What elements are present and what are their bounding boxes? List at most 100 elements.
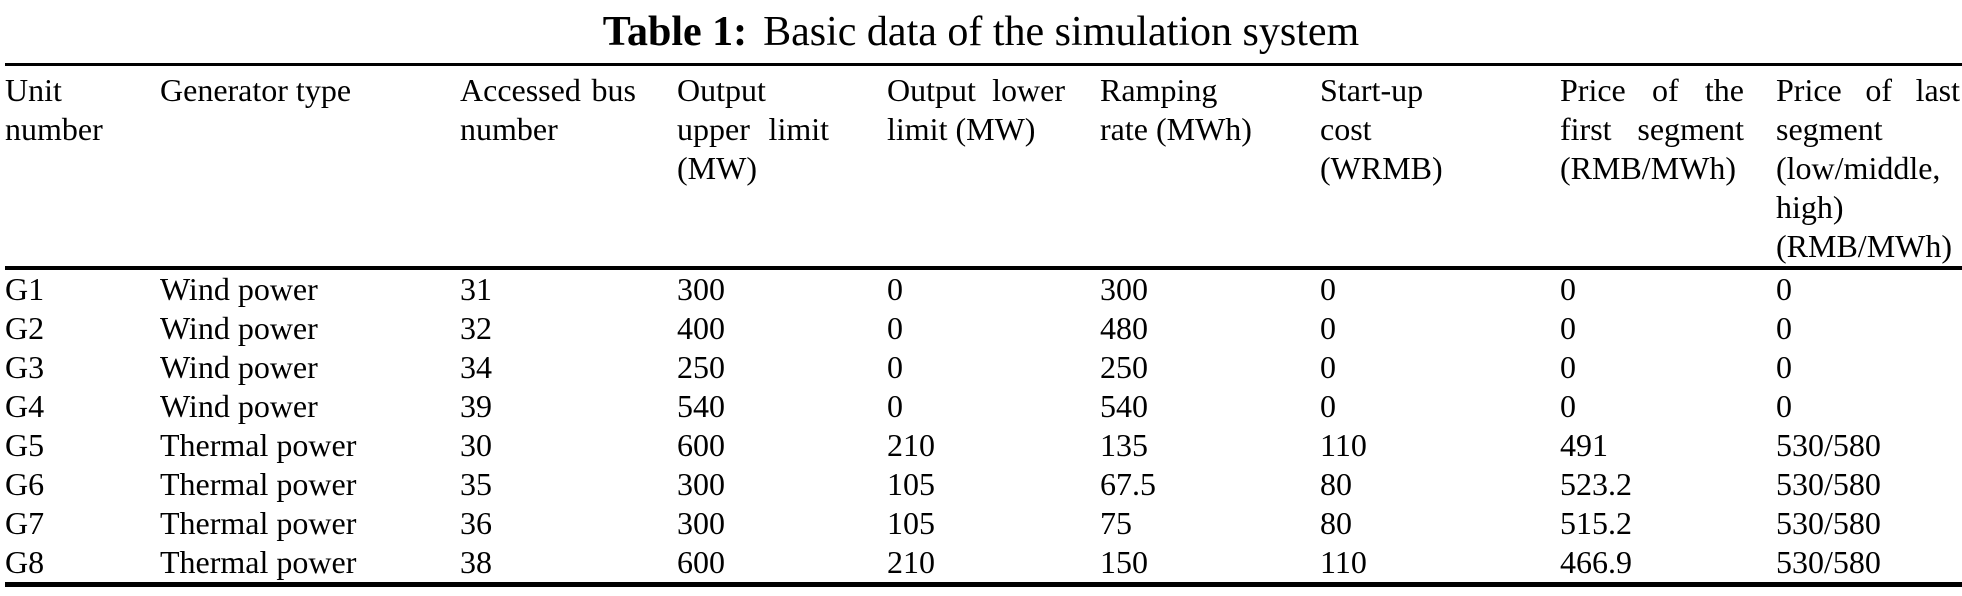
col-header-line: high) [1776, 189, 1844, 225]
cell-G8-generator-type: Thermal power [160, 544, 357, 580]
cell-G5-price-first-segment: 491 [1560, 427, 1608, 463]
col-header-unit-number: Unit number [5, 64, 160, 270]
cell-G6-generator-type: Thermal power [160, 466, 357, 502]
cell-G7-accessed-bus: 36 [460, 505, 492, 541]
table-row-G6: G6 Thermal power 35 300 105 67.5 80 523.2 530/58… [5, 465, 1962, 504]
table-row-G5: G5 Thermal power 30 600 210 135 110 491 530/580 [5, 426, 1962, 465]
cell-G4-unit-number: G4 [5, 388, 45, 424]
col-header-line: Output [677, 72, 766, 108]
col-header-price-last-segment: Price of last segment (low/middle, high) (RM… [1776, 64, 1962, 270]
cell-G7-price-first-segment: 515.2 [1560, 505, 1632, 541]
cell-G7-output-upper-limit: 300 [677, 505, 725, 541]
cell-G5-output-lower-limit: 210 [887, 427, 935, 463]
cell-G4-generator-type: Wind power [160, 388, 318, 424]
col-header-line: upper limit [677, 111, 829, 147]
cell-G8-ramping-rate: 150 [1100, 544, 1148, 580]
cell-G3-unit-number: G3 [5, 349, 45, 385]
cell-G6-startup-cost: 80 [1320, 466, 1352, 502]
cell-G2-ramping-rate: 480 [1100, 310, 1148, 346]
col-header-line: limit (MW) [887, 111, 1036, 147]
col-header-line: first segment [1560, 111, 1744, 147]
cell-G8-price-last-segment: 530/580 [1776, 544, 1881, 580]
col-header-line: Output lower [887, 72, 1065, 108]
cell-G6-output-upper-limit: 300 [677, 466, 725, 502]
cell-G3-output-upper-limit: 250 [677, 349, 725, 385]
cell-G1-unit-number: G1 [5, 271, 45, 307]
cell-G1-generator-type: Wind power [160, 271, 318, 307]
col-header-line: Unit [5, 72, 62, 108]
cell-G8-price-first-segment: 466.9 [1560, 544, 1632, 580]
table-row-G1: G1 Wind power 31 300 0 300 0 0 0 [5, 268, 1962, 309]
col-header-line: number [5, 111, 103, 147]
cell-G6-accessed-bus: 35 [460, 466, 492, 502]
cell-G7-startup-cost: 80 [1320, 505, 1352, 541]
cell-G6-price-first-segment: 523.2 [1560, 466, 1632, 502]
cell-G5-startup-cost: 110 [1320, 427, 1367, 463]
table-row-G8: G8 Thermal power 38 600 210 150 110 466.9 530/58… [5, 543, 1962, 585]
cell-G5-accessed-bus: 30 [460, 427, 492, 463]
col-header-line: number [460, 111, 558, 147]
cell-G3-output-lower-limit: 0 [887, 349, 903, 385]
cell-G1-output-upper-limit: 300 [677, 271, 725, 307]
cell-G3-startup-cost: 0 [1320, 349, 1336, 385]
cell-G2-accessed-bus: 32 [460, 310, 492, 346]
cell-G7-unit-number: G7 [5, 505, 45, 541]
cell-G4-price-first-segment: 0 [1560, 388, 1576, 424]
cell-G8-output-lower-limit: 210 [887, 544, 935, 580]
cell-G2-price-last-segment: 0 [1776, 310, 1792, 346]
cell-G1-startup-cost: 0 [1320, 271, 1336, 307]
cell-G5-output-upper-limit: 600 [677, 427, 725, 463]
cell-G1-output-lower-limit: 0 [887, 271, 903, 307]
cell-G5-unit-number: G5 [5, 427, 45, 463]
col-header-line: rate (MWh) [1100, 111, 1252, 147]
cell-G3-generator-type: Wind power [160, 349, 318, 385]
cell-G2-output-lower-limit: 0 [887, 310, 903, 346]
table-caption-text: Basic data of the simulation system [763, 8, 1360, 55]
cell-G4-accessed-bus: 39 [460, 388, 492, 424]
cell-G6-price-last-segment: 530/580 [1776, 466, 1881, 502]
cell-G4-output-upper-limit: 540 [677, 388, 725, 424]
col-header-accessed-bus: Accessed bus number [460, 64, 677, 270]
cell-G4-price-last-segment: 0 [1776, 388, 1792, 424]
cell-G4-ramping-rate: 540 [1100, 388, 1148, 424]
col-header-line: Price of last [1776, 72, 1960, 108]
table-header: Unit number Generator type Accessed bus numb… [5, 64, 1962, 270]
table-header-row: Unit number Generator type Accessed bus numb… [5, 64, 1962, 270]
col-header-ramping-rate: Ramping rate (MWh) [1100, 64, 1320, 270]
cell-G8-startup-cost: 110 [1320, 544, 1367, 580]
col-header-line: Generator type [160, 72, 352, 108]
cell-G5-generator-type: Thermal power [160, 427, 357, 463]
col-header-line: segment [1776, 111, 1883, 147]
cell-G8-accessed-bus: 38 [460, 544, 492, 580]
col-header-startup-cost: Start-up cost (WRMB) [1320, 64, 1560, 270]
table-body: G1 Wind power 31 300 0 300 0 0 0 G2 Wind power 32 40… [5, 268, 1962, 585]
cell-G1-accessed-bus: 31 [460, 271, 492, 307]
cell-G7-output-lower-limit: 105 [887, 505, 935, 541]
cell-G3-price-first-segment: 0 [1560, 349, 1576, 385]
col-header-output-upper-limit: Output upper limit (MW) [677, 64, 887, 270]
table-row-G3: G3 Wind power 34 250 0 250 0 0 0 [5, 348, 1962, 387]
cell-G5-ramping-rate: 135 [1100, 427, 1148, 463]
table-caption: Table 1: Basic data of the simulation sy… [0, 0, 1962, 63]
cell-G2-startup-cost: 0 [1320, 310, 1336, 346]
col-header-line: Ramping [1100, 72, 1218, 108]
cell-G2-generator-type: Wind power [160, 310, 318, 346]
col-header-line: (low/middle, [1776, 150, 1941, 186]
cell-G1-price-last-segment: 0 [1776, 271, 1792, 307]
col-header-line: (RMB/MWh) [1560, 150, 1736, 186]
cell-G6-output-lower-limit: 105 [887, 466, 935, 502]
col-header-line: (RMB/MWh) [1776, 228, 1952, 264]
table-row-G2: G2 Wind power 32 400 0 480 0 0 0 [5, 309, 1962, 348]
cell-G4-startup-cost: 0 [1320, 388, 1336, 424]
cell-G3-ramping-rate: 250 [1100, 349, 1148, 385]
cell-G6-ramping-rate: 67.5 [1100, 466, 1156, 502]
cell-G4-output-lower-limit: 0 [887, 388, 903, 424]
cell-G8-unit-number: G8 [5, 544, 45, 580]
table-row-G4: G4 Wind power 39 540 0 540 0 0 0 [5, 387, 1962, 426]
cell-G2-output-upper-limit: 400 [677, 310, 725, 346]
cell-G3-accessed-bus: 34 [460, 349, 492, 385]
cell-G7-generator-type: Thermal power [160, 505, 357, 541]
table-row-G7: G7 Thermal power 36 300 105 75 80 515.2 530/580 [5, 504, 1962, 543]
col-header-line: Start-up [1320, 72, 1424, 108]
